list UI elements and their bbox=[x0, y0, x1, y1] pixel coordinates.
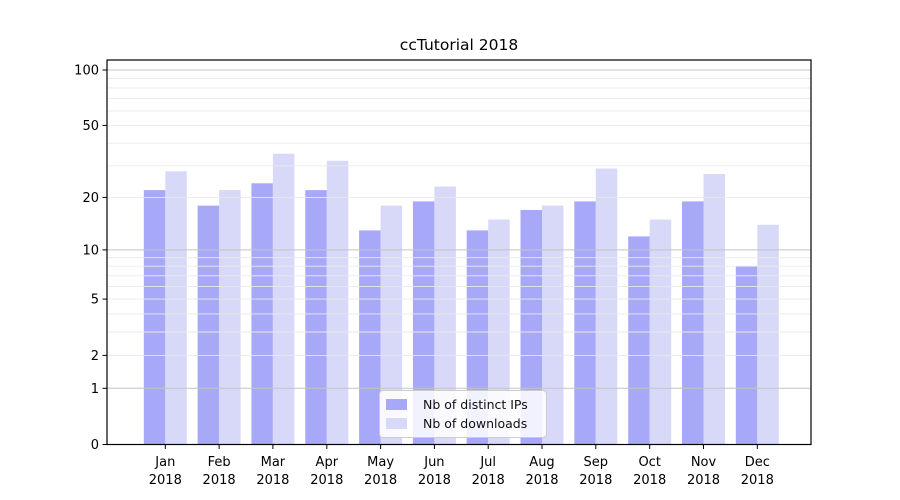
y-tick-label-50: 50 bbox=[82, 119, 99, 134]
bar-oct-ips bbox=[628, 236, 650, 445]
x-tick-year-jul: 2018 bbox=[472, 473, 505, 488]
legend-swatch-downloads bbox=[386, 418, 407, 429]
gridlines-layer bbox=[107, 69, 811, 389]
bar-may-downloads bbox=[380, 205, 403, 445]
bar-nov-downloads bbox=[703, 174, 725, 445]
bar-aug-ips bbox=[520, 210, 542, 445]
x-tick-year-sep: 2018 bbox=[579, 473, 612, 488]
bar-feb-ips bbox=[197, 205, 220, 445]
x-tick-year-nov: 2018 bbox=[687, 473, 720, 488]
bar-aug-downloads bbox=[542, 205, 564, 445]
y-tick-label-10: 10 bbox=[82, 243, 99, 258]
bar-nov-ips bbox=[682, 201, 704, 445]
bar-jun-ips bbox=[412, 201, 435, 445]
y-tick-label-2: 2 bbox=[91, 349, 99, 364]
x-tick-label-apr: Apr bbox=[316, 455, 339, 470]
x-tick-year-aug: 2018 bbox=[525, 473, 558, 488]
x-tick-year-dec: 2018 bbox=[741, 473, 774, 488]
bar-dec-downloads bbox=[757, 224, 779, 445]
legend-label-distinct-ips: Nb of distinct IPs bbox=[423, 397, 528, 412]
x-tick-year-jan: 2018 bbox=[149, 473, 182, 488]
bar-apr-ips bbox=[305, 190, 327, 445]
x-tick-label-feb: Feb bbox=[208, 455, 231, 470]
legend-swatch-distinct-ips bbox=[386, 399, 407, 410]
x-tick-label-oct: Oct bbox=[638, 455, 660, 470]
bar-jun-downloads bbox=[434, 186, 456, 445]
x-tick-label-sep: Sep bbox=[584, 455, 609, 470]
y-tick-label-5: 5 bbox=[91, 293, 99, 308]
axes-layer bbox=[102, 59, 812, 449]
legend-item-distinct-ips: Nb of distinct IPs bbox=[386, 395, 538, 414]
y-tick-label-1: 1 bbox=[91, 382, 99, 397]
tick-labels-layer: 0 1 2 5 10 20 50 100 Jan 2018 Feb 2018 Mar 2018 Apr 201… bbox=[74, 64, 774, 489]
x-tick-year-feb: 2018 bbox=[203, 473, 236, 488]
x-tick-label-jan: Jan bbox=[154, 455, 175, 470]
x-tick-label-nov: Nov bbox=[691, 455, 717, 470]
bar-apr-downloads bbox=[326, 160, 349, 445]
y-tick-label-100: 100 bbox=[74, 64, 99, 79]
x-tick-label-may: May bbox=[367, 455, 394, 470]
bar-feb-downloads bbox=[219, 190, 241, 445]
x-tick-label-jul: Jul bbox=[479, 455, 496, 470]
x-tick-year-apr: 2018 bbox=[310, 473, 343, 488]
bar-sep-ips bbox=[574, 201, 596, 445]
legend: Nb of distinct IPs Nb of downloads bbox=[379, 390, 547, 438]
x-tick-label-mar: Mar bbox=[261, 455, 286, 470]
x-tick-label-aug: Aug bbox=[529, 455, 554, 470]
bar-sep-downloads bbox=[595, 168, 618, 445]
bar-may-ips bbox=[359, 230, 381, 445]
x-tick-year-may: 2018 bbox=[364, 473, 397, 488]
y-tick-label-20: 20 bbox=[82, 191, 99, 206]
x-tick-label-jun: Jun bbox=[423, 455, 444, 470]
y-tick-label-0: 0 bbox=[91, 438, 99, 453]
x-tick-year-oct: 2018 bbox=[633, 473, 666, 488]
plot-border bbox=[106, 59, 812, 446]
x-tick-year-mar: 2018 bbox=[256, 473, 289, 488]
chart-title: ccTutorial 2018 bbox=[400, 36, 518, 54]
bar-jan-downloads bbox=[165, 171, 187, 445]
x-tick-label-dec: Dec bbox=[745, 455, 770, 470]
legend-label-downloads: Nb of downloads bbox=[423, 416, 528, 431]
legend-item-downloads: Nb of downloads bbox=[386, 414, 538, 433]
bar-jan-ips bbox=[143, 190, 166, 445]
x-tick-year-jun: 2018 bbox=[418, 473, 451, 488]
